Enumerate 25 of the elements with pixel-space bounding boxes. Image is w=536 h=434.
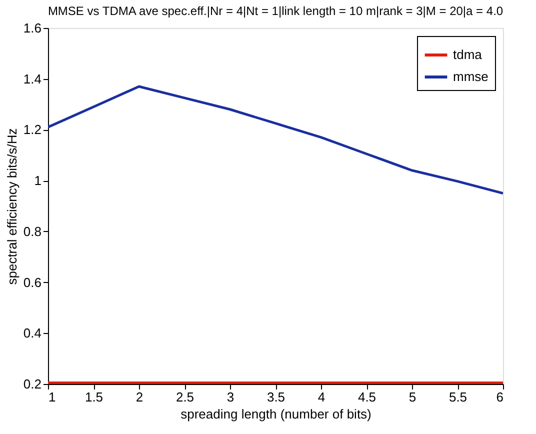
x-tick-label: 3.5 [266, 390, 286, 404]
x-tick-label: 2 [136, 390, 144, 404]
x-tick-label: 2.5 [176, 390, 194, 404]
x-tick-label: 4 [318, 390, 326, 404]
y-tick-label: 0.8 [23, 224, 42, 239]
x-tick-label: 5.5 [448, 390, 468, 404]
y-axis-title: spectral efficiency bits/s/Hz [4, 128, 20, 285]
y-tick-label: 0.2 [23, 376, 42, 392]
chart-title: MMSE vs TDMA ave spec.eff.|Nr = 4|Nt = 1|link length = 10 m|rank = 3|M = 20|a = 4.0 [48, 4, 504, 18]
x-axis-title: spreading length (number of bits) [180, 406, 372, 422]
y-tick-label: 1.6 [23, 20, 42, 36]
y-tick-label: 1 [34, 173, 42, 188]
x-tick-label: 1 [48, 390, 56, 404]
legend-label: tdma [453, 47, 483, 62]
y-tick-label: 1.4 [23, 71, 42, 86]
y-tick-label: 0.6 [23, 274, 42, 290]
line-series [48, 85, 503, 195]
legend-label: mmse [453, 69, 488, 84]
x-tick-label: 5 [408, 390, 416, 404]
x-tick-label: 3 [226, 390, 234, 404]
x-tick-label: 4.5 [358, 390, 376, 404]
y-tick-label: 0.4 [23, 326, 42, 341]
y-tick-label: 1.2 [23, 122, 42, 138]
x-tick-label: 6 [496, 390, 504, 404]
x-tick-label: 1.5 [84, 390, 104, 404]
